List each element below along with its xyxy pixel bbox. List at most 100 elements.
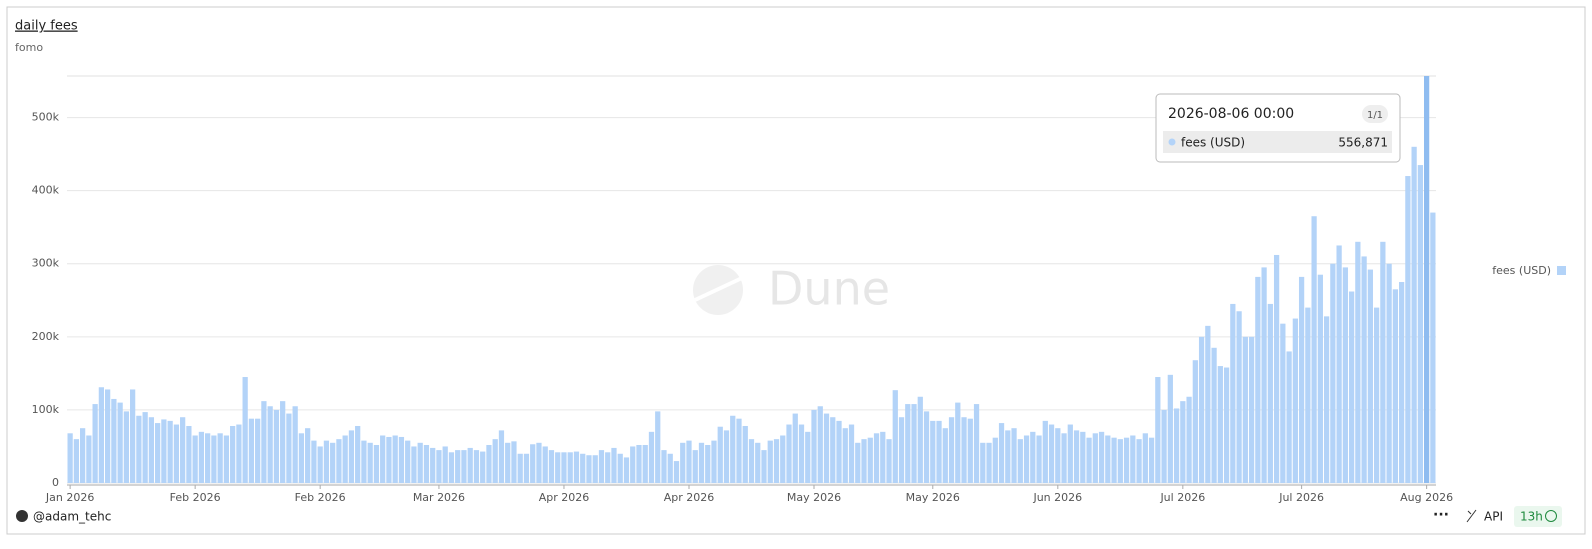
bar [286,413,292,483]
bar [305,428,311,483]
bar [1373,307,1380,483]
bar [1411,146,1417,483]
bar [348,430,355,483]
x-tick-label: Jan 2026 [45,491,94,504]
bar [1423,76,1430,483]
y-tick-label: 200k [32,330,60,343]
legend-label: fees (USD) [1492,264,1551,277]
bar [823,413,830,483]
bar [498,430,505,483]
bar [261,401,267,483]
bar [573,451,580,483]
bar [1330,263,1336,483]
bar [136,415,142,483]
bar [655,411,661,483]
bar [705,444,711,483]
bar [1230,303,1236,483]
bar [1142,433,1148,483]
bar [905,404,911,483]
bar [1198,336,1205,483]
tooltip: 2026-08-06 00:00 1/1 fees (USD) 556,871 [1155,93,1401,163]
bar [748,439,755,483]
bar [986,442,992,483]
bar [1173,408,1180,483]
bar [736,418,742,483]
bar [942,428,948,483]
bar [455,450,461,483]
footer-api[interactable]: API [1484,510,1503,524]
bar [342,435,348,483]
bar [567,452,573,483]
bar [780,435,786,483]
bar [755,442,761,483]
bar [1080,431,1086,483]
bar [292,406,298,483]
x-tick-label: May 2026 [906,491,960,504]
bar [861,439,867,483]
x-tick-label: Jul 2026 [1159,491,1205,504]
bar [1205,325,1211,483]
bar [205,433,211,483]
bar [536,442,542,483]
bar [180,417,186,483]
bar [642,444,648,483]
bar [123,411,130,483]
bar [1098,431,1105,483]
footer-user[interactable]: @adam_tehc [33,510,111,524]
bar [1305,307,1311,483]
bar [873,433,880,483]
bar [955,402,961,483]
bar [1361,256,1367,483]
bar [280,401,286,483]
bar [467,447,473,483]
bar [623,457,630,483]
x-tick-label: Jul 2026 [1278,491,1324,504]
bar [967,418,973,483]
bar [1317,274,1323,483]
bar [1105,435,1111,483]
x-tick-label: Apr 2026 [539,491,590,504]
bar [598,450,605,483]
avatar [16,510,28,522]
bar [898,417,905,483]
more-menu[interactable]: ··· [1433,507,1449,523]
bar [648,431,655,483]
bar [392,435,398,483]
bar [1273,254,1280,483]
x-tick-label: Feb 2026 [295,491,346,504]
bar [1405,176,1411,483]
bar [336,439,342,483]
chart-title[interactable]: daily fees [15,19,78,34]
chart-subtitle: fomo [15,41,43,54]
bar [405,440,411,483]
bar [1430,212,1436,483]
bar [561,452,567,483]
bar [911,404,917,483]
bar [161,419,167,483]
bar [411,446,417,483]
bar [1067,424,1073,483]
bar [742,425,748,483]
bar [1261,267,1267,483]
bar [1030,431,1036,483]
bar [661,450,667,483]
bar [1392,289,1398,483]
bar [711,440,717,483]
bar [1355,241,1361,483]
bar [1186,396,1192,483]
bar [611,447,617,483]
bar [686,440,692,483]
bar [167,420,173,483]
bar [1223,367,1230,483]
bar [1255,276,1261,483]
bar [223,435,230,483]
bar [923,411,930,483]
bar [398,436,405,483]
bar [480,451,486,483]
tooltip-badge [1362,105,1388,123]
bar [930,420,936,483]
bar [586,455,592,483]
bar [680,442,686,483]
bar [1323,316,1330,483]
bar [1011,428,1017,483]
